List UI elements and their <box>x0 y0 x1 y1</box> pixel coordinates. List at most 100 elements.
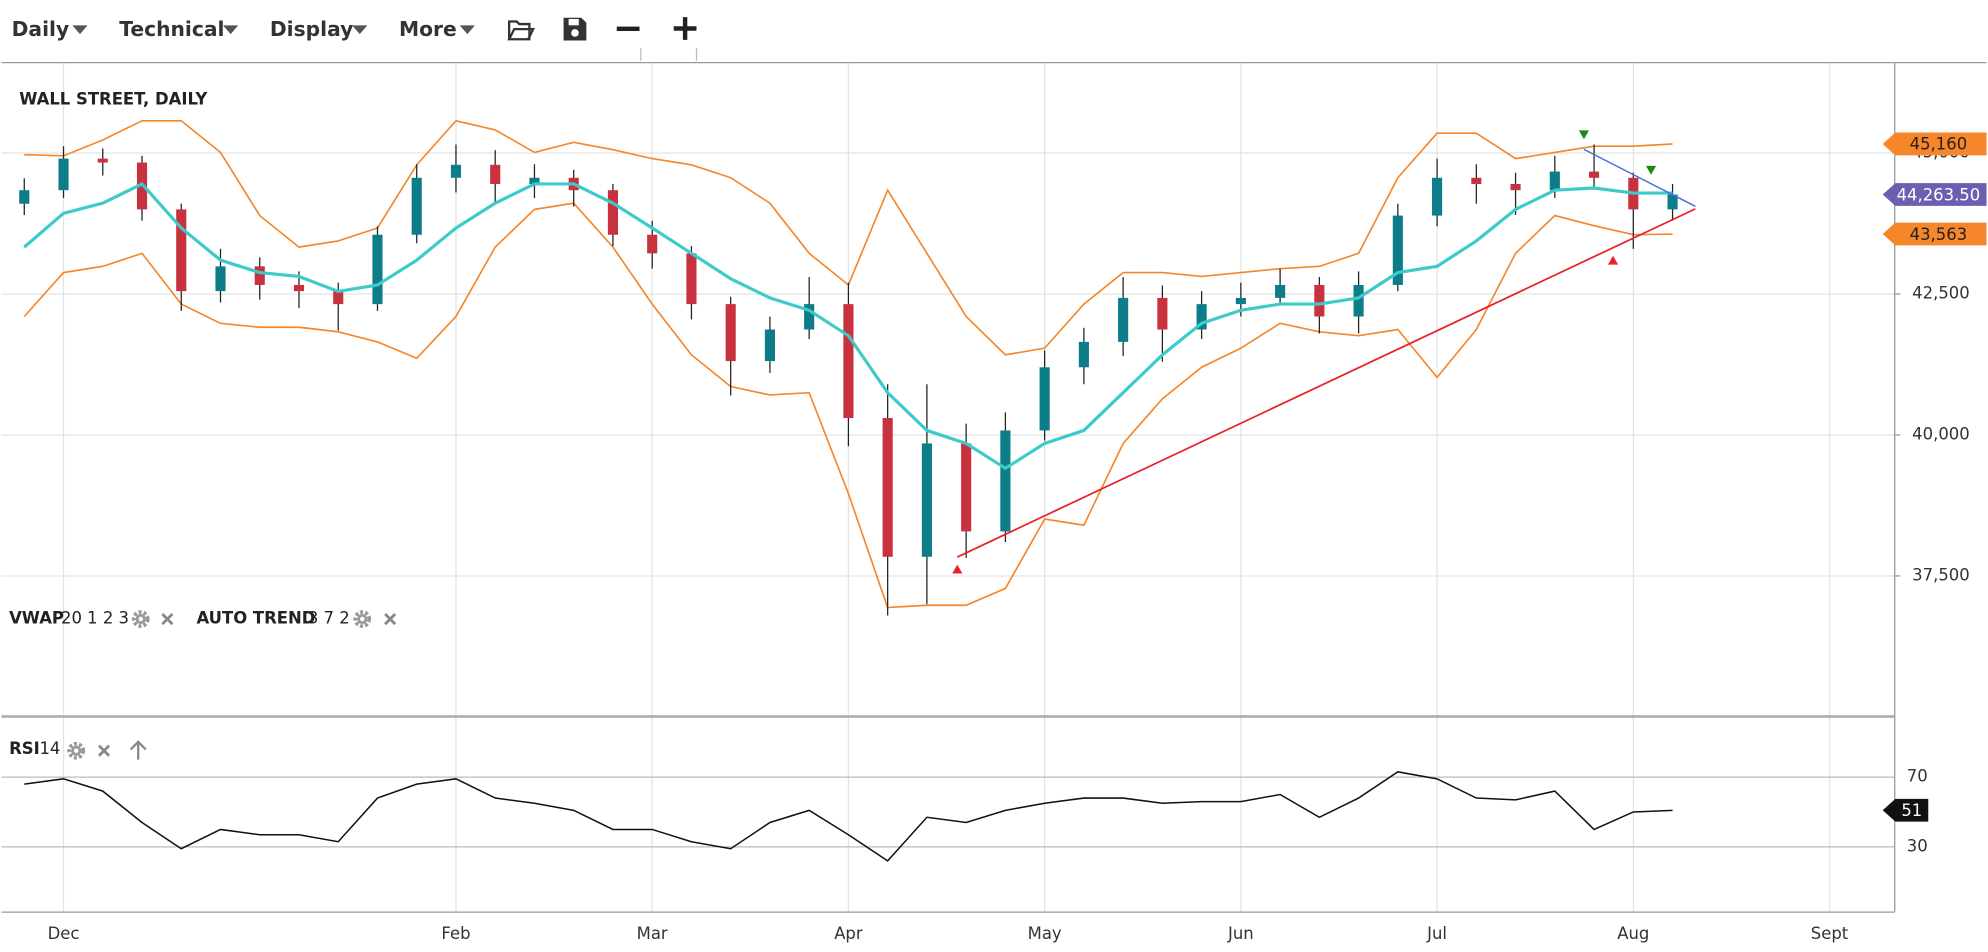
indicator-name: RSI <box>9 739 40 758</box>
candle-body <box>607 190 619 235</box>
zoom-in[interactable] <box>673 17 697 40</box>
price-tag <box>1882 132 1987 156</box>
menu-technical[interactable]: Technical <box>119 17 224 41</box>
candle-body <box>176 209 187 292</box>
open-icon[interactable] <box>507 20 536 41</box>
rsi-last-tag <box>1882 798 1929 822</box>
remove-icon[interactable] <box>384 613 397 626</box>
candle-body <box>1549 171 1560 191</box>
save-icon-detail <box>571 29 579 37</box>
menu-more[interactable]: More <box>399 17 457 41</box>
x-tick-label: Aug <box>1617 924 1649 943</box>
indicator-legend: VWAP 20 1 2 3 AUTO TREND 3 7 2 RSI 14 <box>9 609 397 760</box>
indicator-params: 3 7 2 <box>308 609 350 628</box>
save-icon-detail <box>568 18 579 26</box>
toolbar-divider <box>640 48 698 61</box>
rsi-line <box>24 771 1673 862</box>
menu-daily[interactable]: Daily <box>12 17 70 41</box>
plot-area <box>19 119 1678 862</box>
candle-body <box>1078 341 1089 368</box>
toolbar: Daily Technical Display More <box>12 17 698 61</box>
candle-body <box>58 158 69 191</box>
x-tick-label: Sept <box>1811 924 1849 943</box>
price-tags: 45,160 44,263.50 43,563 51 <box>1882 132 1987 822</box>
candle-body <box>1353 284 1364 317</box>
price-tag-label: 43,563 <box>1910 225 1968 244</box>
price-tag-label: 44,263.50 <box>1897 185 1981 204</box>
candle-body <box>97 158 108 163</box>
chart-title: WALL STREET, DAILY <box>19 90 208 109</box>
pivot-low-marker <box>1607 255 1619 265</box>
candle-body <box>333 291 344 305</box>
candle-body <box>254 266 265 285</box>
move-up-icon[interactable] <box>129 740 147 760</box>
x-tick-label: Apr <box>834 924 863 943</box>
candle-body <box>1235 297 1246 305</box>
candle-body <box>1196 304 1207 330</box>
dropdown-arrow[interactable] <box>459 25 475 35</box>
candle-body <box>450 164 462 178</box>
y-tick-label: 42,500 <box>1912 283 1970 302</box>
dropdown-arrow[interactable] <box>223 25 239 35</box>
x-tick-label: Jun <box>1227 924 1254 943</box>
candle-body <box>1157 297 1168 330</box>
candle-body <box>1510 183 1521 191</box>
candle-body <box>1275 284 1286 298</box>
settings-icon[interactable] <box>353 610 372 628</box>
remove-icon[interactable] <box>161 613 174 626</box>
candle-body <box>529 177 540 184</box>
settings-icon[interactable] <box>131 610 150 628</box>
indicator-params: 20 1 2 3 <box>61 609 129 628</box>
candle-body <box>490 164 501 184</box>
indicator-name: VWAP <box>9 609 64 628</box>
candle-body <box>19 190 30 204</box>
candle-body <box>1432 177 1443 216</box>
dropdown-arrow[interactable] <box>72 25 88 35</box>
candle-body <box>1471 177 1482 184</box>
candle-body <box>882 418 893 557</box>
candle-body <box>843 304 854 419</box>
x-tick-label: Mar <box>637 924 668 943</box>
rsi-last-label: 51 <box>1901 801 1922 820</box>
candle-body <box>215 266 226 292</box>
zoom-out[interactable] <box>616 26 640 32</box>
candle-body <box>921 443 932 557</box>
indicator-params: 14 <box>39 739 60 758</box>
y-tick-label: 40,000 <box>1912 424 1970 443</box>
candle-body <box>1589 171 1600 178</box>
candle-body <box>372 234 383 305</box>
candle-body <box>1039 367 1050 431</box>
resistance-trendline <box>1583 148 1696 208</box>
vwap-line <box>23 181 1673 471</box>
menu-display[interactable]: Display <box>270 17 353 41</box>
remove-icon[interactable] <box>97 744 111 757</box>
price-tag <box>1882 222 1987 246</box>
candle-body <box>1392 215 1403 285</box>
pivot-high-marker <box>1645 165 1657 175</box>
y-tick-label: 37,500 <box>1912 565 1970 584</box>
candle-body <box>1314 284 1325 317</box>
auto-trend-drawings <box>952 130 1696 574</box>
candle-body <box>725 304 736 362</box>
candle-body <box>804 304 815 330</box>
support-trendline <box>956 208 1696 558</box>
indicator-name: AUTO TREND <box>196 609 315 628</box>
candle-body <box>647 234 658 254</box>
settings-icon[interactable] <box>67 741 86 760</box>
x-tick-label: Dec <box>48 924 80 943</box>
candle-body <box>686 253 697 305</box>
dropdown-arrow[interactable] <box>352 25 368 35</box>
candle-body <box>764 329 775 362</box>
candle-body <box>961 443 972 532</box>
lower-band <box>23 202 1673 609</box>
price-tag <box>1882 183 1987 206</box>
price-tag-label: 45,160 <box>1910 135 1968 154</box>
pivot-low-marker <box>952 564 963 574</box>
candle-body <box>1667 194 1678 210</box>
pivot-high-marker <box>1578 130 1589 140</box>
x-tick-label: May <box>1028 924 1062 943</box>
x-tick-label: Feb <box>441 924 470 943</box>
candle-body <box>411 177 422 235</box>
candle-body <box>1000 430 1011 532</box>
